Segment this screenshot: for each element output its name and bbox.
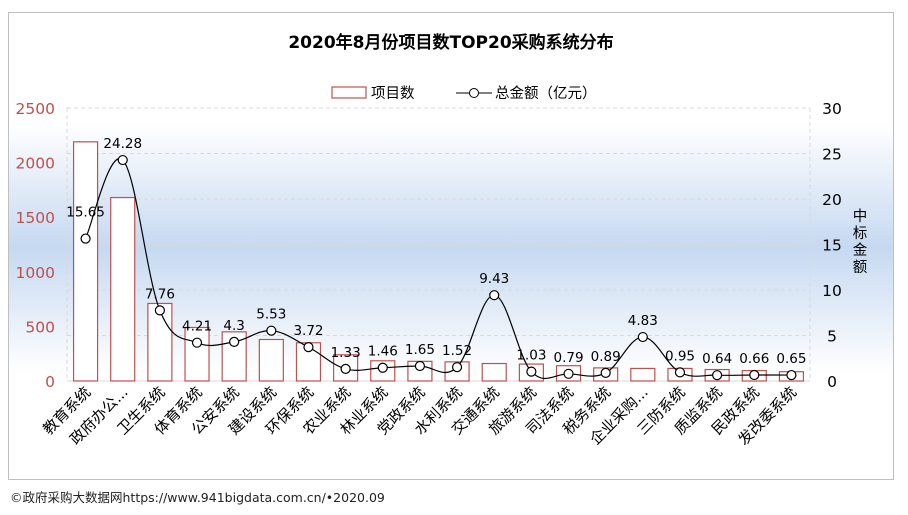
amount-point bbox=[117, 154, 128, 166]
chart-svg: 2020年8月份项目数TOP20采购系统分布 项目数 总金额（亿元） 15.65… bbox=[9, 32, 893, 449]
amount-label: 0.89 bbox=[591, 349, 621, 365]
legend: 项目数 总金额（亿元） bbox=[331, 85, 597, 102]
right-axis-tick: 30 bbox=[822, 100, 842, 118]
amount-label: 4.21 bbox=[182, 319, 212, 335]
right-axis-title: 中标金额 bbox=[853, 208, 868, 276]
amount-label: 1.65 bbox=[405, 342, 435, 358]
right-axis-tick: 20 bbox=[822, 191, 842, 209]
amount-point bbox=[749, 369, 760, 381]
legend-bar-label: 项目数 bbox=[371, 85, 415, 102]
left-axis-tick: 500 bbox=[25, 318, 55, 336]
left-axis-tick: 2000 bbox=[16, 155, 55, 173]
amount-point bbox=[786, 369, 797, 381]
amount-label: 0.66 bbox=[739, 351, 769, 367]
amount-point bbox=[340, 363, 351, 374]
amount-point bbox=[712, 370, 723, 381]
bar bbox=[184, 326, 210, 382]
amount-line bbox=[85, 158, 792, 380]
left-axis-tick: 1000 bbox=[16, 264, 55, 282]
amount-label: 0.64 bbox=[702, 351, 732, 367]
amount-point bbox=[451, 362, 463, 373]
amount-point bbox=[80, 233, 91, 244]
amount-label: 1.33 bbox=[331, 345, 361, 361]
amount-label: 24.28 bbox=[103, 136, 142, 152]
left-axis-tick: 2500 bbox=[16, 100, 55, 118]
amount-point bbox=[600, 367, 611, 379]
amount-label: 0.65 bbox=[776, 351, 806, 367]
amount-label: 0.95 bbox=[665, 348, 695, 364]
bar bbox=[110, 196, 136, 382]
amount-label: 9.43 bbox=[479, 271, 509, 287]
amount-point bbox=[674, 367, 686, 378]
amount-label: 1.46 bbox=[368, 344, 398, 360]
right-axis-title-text: 中标金额 bbox=[853, 208, 868, 276]
amount-point bbox=[303, 342, 314, 353]
legend-bar-swatch bbox=[331, 86, 367, 99]
chart-frame: 2020年8月份项目数TOP20采购系统分布 项目数 总金额（亿元） 15.65… bbox=[8, 12, 894, 480]
amount-point bbox=[154, 305, 165, 316]
bar bbox=[72, 141, 99, 382]
amount-label: 1.03 bbox=[516, 348, 546, 364]
amount-point bbox=[229, 336, 240, 347]
bar bbox=[258, 338, 284, 382]
right-axis-tick: 25 bbox=[822, 146, 842, 164]
amount-point bbox=[377, 362, 388, 373]
amount-label: 0.79 bbox=[553, 350, 583, 366]
amount-label: 4.3 bbox=[223, 318, 244, 334]
chart-title: 2020年8月份项目数TOP20采购系统分布 bbox=[288, 32, 613, 53]
bar bbox=[630, 367, 656, 382]
amount-point bbox=[526, 366, 537, 377]
footer-credit: ©政府采购大数据网https://www.941bigdata.com.cn/•… bbox=[10, 490, 385, 505]
right-axis-tick: 10 bbox=[822, 282, 842, 300]
bar bbox=[147, 302, 173, 382]
amount-label: 5.53 bbox=[256, 307, 286, 323]
amount-label: 4.83 bbox=[628, 313, 658, 329]
left-axis-tick: 0 bbox=[45, 373, 55, 391]
amount-label: 15.65 bbox=[66, 205, 105, 221]
left-axis-tick: 1500 bbox=[16, 209, 55, 227]
legend-line-label: 总金额（亿元） bbox=[495, 85, 597, 102]
amount-label: 7.76 bbox=[145, 286, 175, 302]
amount-point bbox=[563, 368, 574, 379]
legend-line-marker bbox=[469, 88, 479, 98]
amount-point bbox=[489, 290, 500, 301]
bar bbox=[481, 362, 507, 382]
right-axis-tick: 5 bbox=[827, 328, 837, 346]
amount-point bbox=[637, 331, 648, 343]
amount-point bbox=[191, 337, 203, 348]
amount-point bbox=[266, 325, 277, 336]
amount-label: 1.52 bbox=[442, 343, 472, 359]
amount-point bbox=[414, 360, 426, 372]
amount-label: 3.72 bbox=[293, 323, 323, 339]
right-axis-tick: 15 bbox=[822, 237, 842, 255]
right-axis-tick: 0 bbox=[827, 373, 837, 391]
